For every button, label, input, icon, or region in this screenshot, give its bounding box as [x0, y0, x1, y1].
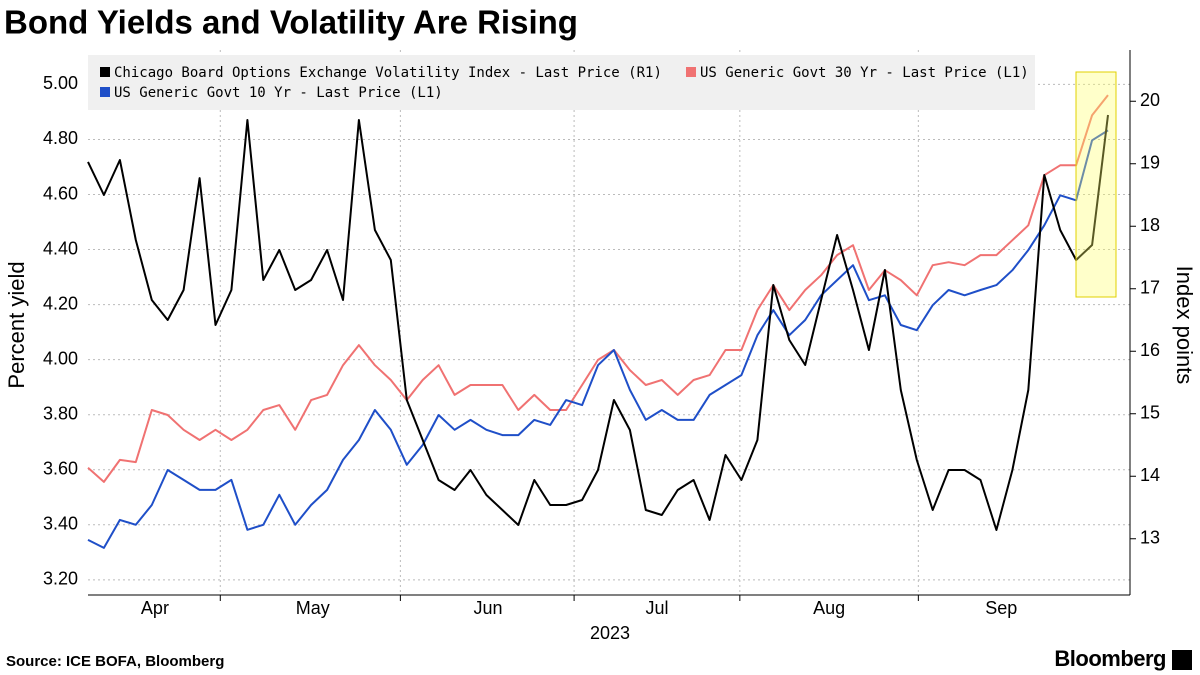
y-tick-label: 3.40 — [43, 514, 78, 534]
legend-swatch — [100, 87, 110, 97]
y-tick-label: 4.60 — [43, 183, 78, 203]
chart-title: Bond Yields and Volatility Are Rising — [4, 4, 578, 41]
brand: Bloomberg — [1054, 646, 1166, 671]
y2-tick-label: 17 — [1140, 278, 1160, 298]
brand-icon — [1172, 650, 1192, 670]
x-tick-label: Apr — [141, 598, 169, 618]
y-tick-label: 3.20 — [43, 569, 78, 589]
y2-tick-label: 13 — [1140, 528, 1160, 548]
y2-tick-label: 16 — [1140, 340, 1160, 360]
y-tick-label: 4.00 — [43, 348, 78, 368]
x-tick-label: Sep — [985, 598, 1017, 618]
line-series — [87, 129, 1109, 549]
legend-swatch — [100, 67, 110, 77]
x-tick-label: Jun — [474, 598, 503, 618]
y2-tick-label: 19 — [1140, 153, 1160, 173]
y-axis-label: Percent yield — [4, 261, 29, 388]
legend-box — [88, 55, 1035, 110]
line-series — [87, 94, 1109, 483]
y-tick-label: 3.80 — [43, 403, 78, 423]
y2-tick-label: 20 — [1140, 90, 1160, 110]
x-axis-label: 2023 — [590, 623, 630, 643]
y-tick-label: 4.40 — [43, 238, 78, 258]
legend-label: Chicago Board Options Exchange Volatilit… — [114, 65, 662, 81]
y-tick-label: 4.80 — [43, 128, 78, 148]
highlight — [1075, 71, 1117, 298]
x-tick-label: Aug — [813, 598, 845, 618]
x-tick-label: May — [296, 598, 330, 618]
source: Source: ICE BOFA, Bloomberg — [6, 653, 224, 670]
y2-tick-label: 18 — [1140, 215, 1160, 235]
y-tick-label: 3.60 — [43, 459, 78, 479]
y-tick-label: 4.20 — [43, 293, 78, 313]
y2-axis-label: Index points — [1172, 266, 1197, 385]
y2-tick-label: 14 — [1140, 465, 1160, 485]
line-series — [87, 114, 1109, 531]
y2-tick-label: 15 — [1140, 403, 1160, 423]
legend-label: US Generic Govt 10 Yr - Last Price (L1) — [114, 85, 443, 101]
y-tick-label: 5.00 — [43, 73, 78, 93]
x-tick-label: Jul — [645, 598, 668, 618]
legend-label: US Generic Govt 30 Yr - Last Price (L1) — [700, 65, 1029, 81]
legend-swatch — [686, 67, 696, 77]
